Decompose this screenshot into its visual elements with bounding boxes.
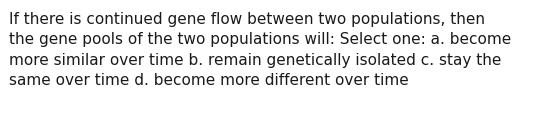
Text: If there is continued gene flow between two populations, then
the gene pools of : If there is continued gene flow between … [9, 12, 511, 88]
